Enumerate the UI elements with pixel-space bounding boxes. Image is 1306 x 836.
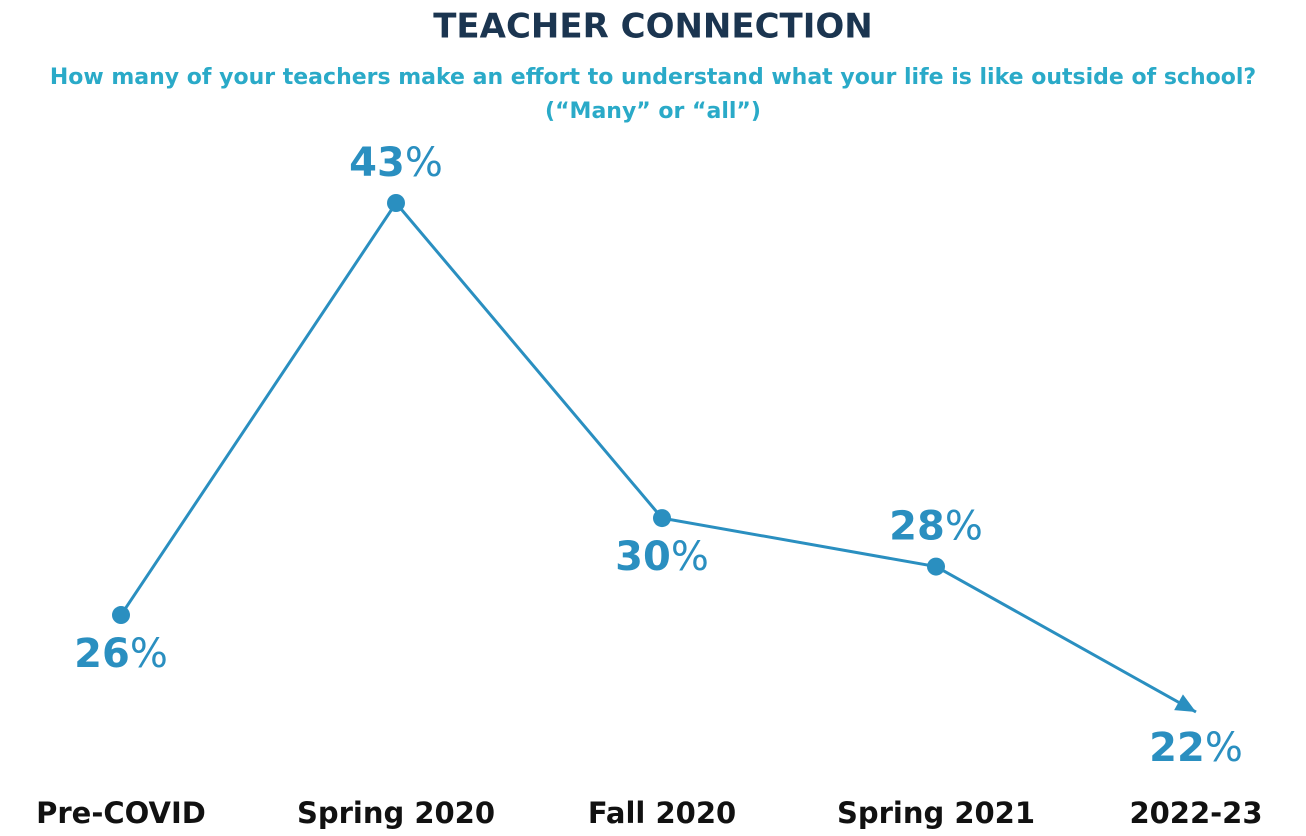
chart-subtitle: (“Many” or “all”): [545, 99, 761, 124]
value-label: 30%: [615, 534, 709, 580]
value-unit: %: [1205, 725, 1243, 771]
x-tick-label: Spring 2020: [297, 796, 495, 830]
value-label: 26%: [74, 631, 168, 677]
value-number: 26: [74, 631, 130, 677]
chart-subtitle: How many of your teachers make an effort…: [50, 65, 1256, 90]
chart-title: TEACHER CONNECTION: [433, 7, 873, 47]
data-point: [112, 606, 130, 625]
x-tick-label: Fall 2020: [588, 796, 736, 830]
x-tick-label: Spring 2021: [837, 796, 1035, 830]
data-point: [387, 194, 405, 212]
data-point: [927, 557, 945, 576]
value-number: 43: [349, 140, 405, 186]
value-number: 30: [615, 534, 671, 580]
value-label: 43%: [349, 140, 443, 186]
value-unit: %: [130, 631, 168, 677]
value-unit: %: [671, 534, 709, 580]
value-number: 28: [889, 504, 945, 550]
x-tick-label: 2022-23: [1129, 796, 1262, 830]
value-label: 22%: [1149, 725, 1243, 771]
x-tick-label: Pre-COVID: [36, 796, 206, 830]
value-label: 28%: [889, 504, 983, 550]
data-line: [119, 200, 1197, 714]
arrow-head: [1174, 694, 1196, 712]
data-point: [653, 509, 671, 528]
value-number: 22: [1149, 725, 1205, 771]
value-unit: %: [945, 504, 983, 550]
value-unit: %: [405, 140, 443, 186]
